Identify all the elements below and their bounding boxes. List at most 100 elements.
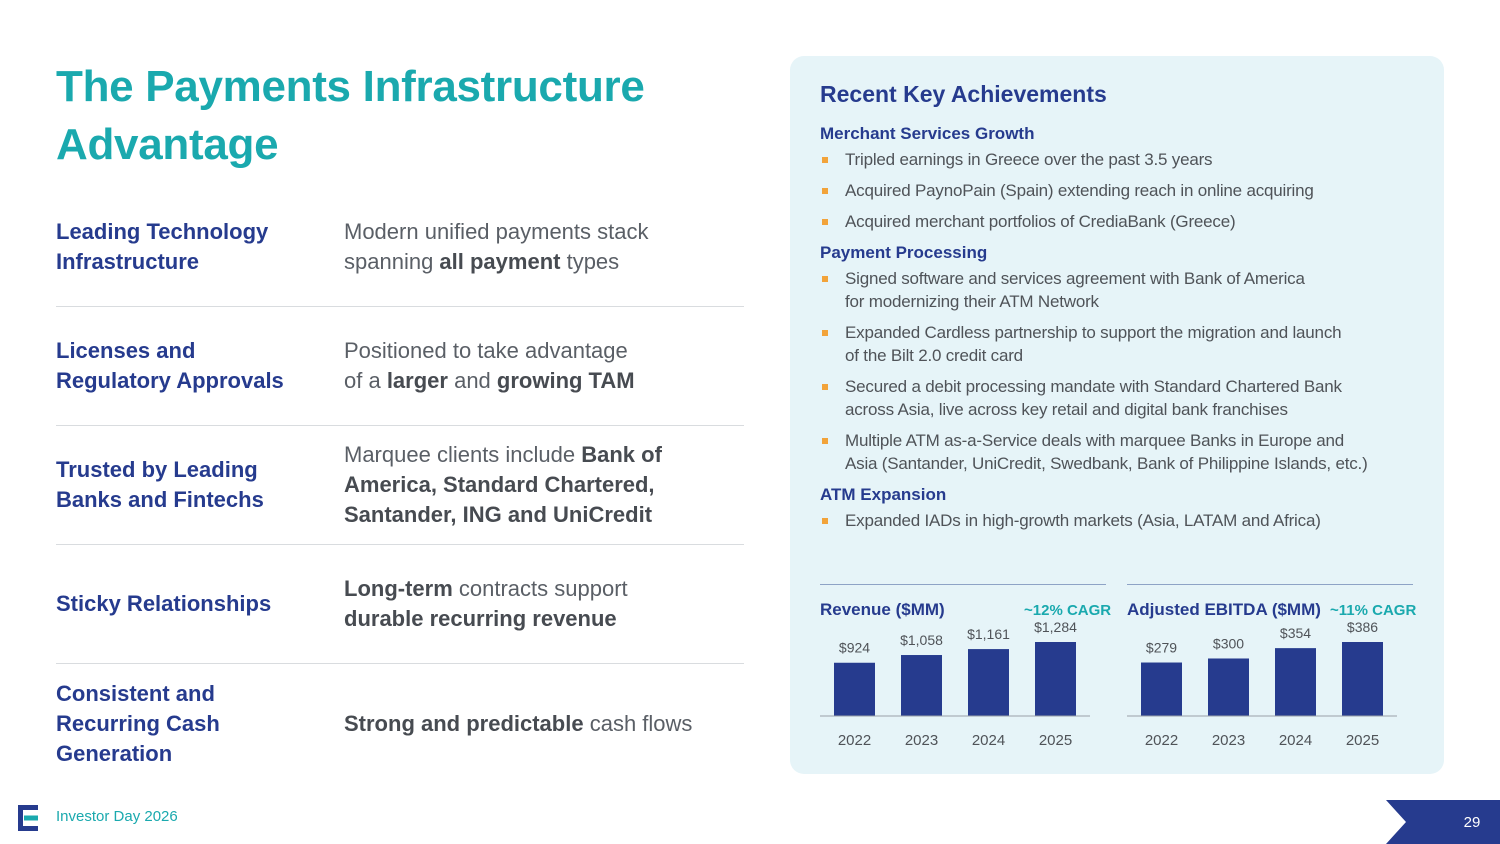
emphasis-text: America, Standard Chartered, [344, 472, 655, 497]
achievement-text: Acquired PaynoPain (Spain) extending rea… [845, 181, 1314, 200]
x-tick-label: 2023 [905, 732, 938, 749]
advantage-row: Leading Technology Infrastructure Modern u… [56, 188, 744, 307]
square-bullet-icon [822, 276, 828, 282]
advantage-description-line: Marquee clients include Bank of [344, 440, 744, 470]
advantage-label: Sticky Relationships [56, 589, 326, 619]
advantage-description-line: America, Standard Chartered, [344, 470, 744, 500]
bar [901, 655, 942, 716]
achievement-item: Secured a debit processing mandate with … [820, 375, 1420, 421]
advantage-label-line: Infrastructure [56, 249, 200, 274]
achievement-text: for modernizing their ATM Network [845, 292, 1099, 311]
square-bullet-icon [822, 219, 828, 225]
achievement-text: Multiple ATM as-a-Service deals with mar… [845, 431, 1345, 450]
revenue-bars: $924 2022 $1,058 2023 $1,161 2024 $1,284 2025 [820, 619, 1090, 749]
achievements-list: Merchant Services Growth Tripled earnings… [820, 122, 1420, 540]
panel-title: Recent Key Achievements [820, 81, 1107, 107]
achievement-item: Tripled earnings in Greece over the past… [820, 148, 1420, 171]
advantage-row: Consistent and Recurring Cash Generation St… [56, 664, 744, 783]
achievement-item: Expanded IADs in high-growth markets (As… [820, 509, 1420, 532]
emphasis-text: Santander, ING and UniCredit [344, 502, 653, 527]
bar [834, 662, 875, 716]
emphasis-text: Bank of [581, 442, 662, 467]
x-tick-label: 2024 [1279, 732, 1312, 749]
bar [1141, 662, 1182, 716]
bar-value-label: $300 [1213, 635, 1244, 651]
footer-event-name: Investor Day 2026 [56, 808, 178, 825]
advantage-description-line: Positioned to take advantage [344, 336, 744, 366]
x-tick-label: 2022 [838, 732, 871, 749]
achievement-text: Expanded Cardless partnership to support… [845, 323, 1342, 342]
advantage-label-line: Leading Technology [56, 219, 269, 244]
description-text: Positioned to take advantage [344, 338, 628, 363]
advantage-description-line: durable recurring revenue [344, 604, 744, 634]
emphasis-text: larger [386, 368, 448, 393]
advantage-label-line: Recurring Cash [56, 710, 220, 736]
emphasis-text: Long-term [344, 576, 453, 601]
page-title-line-1: The Payments Infrastructure [56, 62, 645, 111]
achievement-item: Expanded Cardless partnership to support… [820, 321, 1420, 367]
advantage-description-line: Modern unified payments stack [344, 217, 744, 247]
advantage-description-line: Strong and predictable cash flows [344, 709, 744, 739]
x-tick-label: 2025 [1346, 732, 1379, 749]
achievement-text: Tripled earnings in Greece over the past… [845, 150, 1213, 169]
square-bullet-icon [822, 518, 828, 524]
chart-divider [1127, 584, 1413, 585]
square-bullet-icon [822, 188, 828, 194]
achievement-item: Multiple ATM as-a-Service deals with mar… [820, 429, 1420, 475]
bar-value-label: $279 [1146, 640, 1177, 656]
achievement-text: of the Bilt 2.0 credit card [845, 346, 1023, 365]
bar-value-label: $924 [839, 640, 870, 656]
achievement-item: Acquired merchant portfolios of CrediaBa… [820, 210, 1420, 233]
emphasis-text: all payment [439, 249, 561, 274]
chart-divider [820, 584, 1106, 585]
achievement-text: Signed software and services agreement w… [845, 269, 1305, 288]
bar-value-label: $354 [1280, 625, 1311, 641]
achievements-panel: Recent Key Achievements Merchant Service… [790, 56, 1444, 774]
advantage-label-line: Regulatory Approvals [56, 368, 284, 393]
achievement-item: Acquired PaynoPain (Spain) extending rea… [820, 179, 1420, 202]
section-heading: ATM Expansion [820, 485, 947, 504]
achievement-text: Acquired merchant portfolios of CrediaBa… [845, 212, 1236, 231]
advantage-description-line: Santander, ING and UniCredit [344, 500, 744, 530]
advantages-table: Leading Technology Infrastructure Modern u… [56, 188, 744, 783]
description-text: Modern unified payments stack [344, 219, 649, 244]
section-heading: Merchant Services Growth [820, 124, 1035, 143]
achievement-text: Asia (Santander, UniCredit, Swedbank, Ba… [845, 454, 1368, 473]
advantage-description: Positioned to take advantage of a larger … [344, 336, 744, 396]
advantage-description: Strong and predictable cash flows [344, 709, 744, 739]
description-text: contracts support [452, 576, 628, 601]
x-tick-label: 2024 [972, 732, 1005, 749]
page-number: 29 [1463, 814, 1481, 831]
chart-title: Revenue ($MM) [820, 600, 945, 619]
advantage-description-line: of a larger and growing TAM [344, 366, 744, 396]
section-heading: Payment Processing [820, 243, 988, 262]
advantage-label: Leading Technology Infrastructure [56, 217, 326, 277]
advantage-description: Long-term contracts support durable recur… [344, 574, 744, 634]
square-bullet-icon [822, 157, 828, 163]
bar-value-label: $1,284 [1034, 619, 1077, 635]
bar [1035, 642, 1076, 716]
chart-cagr: ~11% CAGR [1330, 602, 1417, 619]
advantage-label-line: Generation [56, 740, 173, 766]
advantage-description-line: spanning all payment types [344, 247, 744, 277]
advantage-label-line: Consistent and [56, 680, 215, 706]
advantage-label-line: Trusted by Leading [56, 457, 258, 482]
advantage-label: Consistent and Recurring Cash Generation [56, 679, 326, 769]
bar-value-label: $1,058 [900, 632, 943, 648]
achievement-item: Signed software and services agreement w… [820, 267, 1420, 313]
advantage-label: Licenses and Regulatory Approvals [56, 336, 326, 396]
square-bullet-icon [822, 330, 828, 336]
x-tick-label: 2025 [1039, 732, 1072, 749]
x-tick-label: 2022 [1145, 732, 1178, 749]
ebitda-bars: $279 2022 $300 2023 $354 2024 $386 2025 [1127, 619, 1397, 749]
description-text: Marquee clients include [344, 442, 582, 467]
achievement-text: Expanded IADs in high-growth markets (As… [845, 511, 1321, 530]
advantage-label-line: Licenses and [56, 338, 196, 363]
advantage-row: Sticky Relationships Long-term contracts … [56, 545, 744, 664]
bar [1208, 658, 1249, 716]
advantage-label-line: Sticky Relationships [56, 591, 272, 616]
description-text: cash flows [583, 710, 693, 736]
advantage-label-line: Banks and Fintechs [56, 487, 264, 512]
page-badge-shape [1386, 800, 1500, 844]
achievement-text: Secured a debit processing mandate with … [845, 377, 1342, 396]
